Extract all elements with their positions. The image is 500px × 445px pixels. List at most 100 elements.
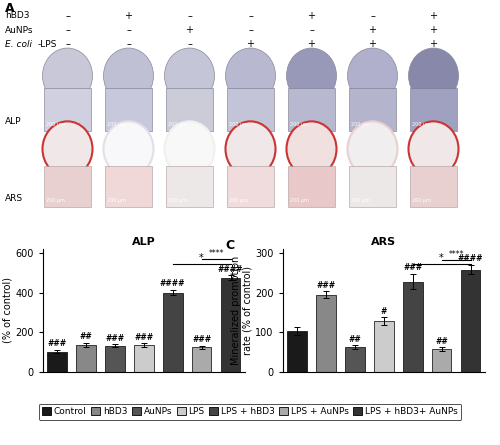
Text: –: – [65, 11, 70, 20]
Text: ###: ### [134, 332, 154, 342]
Text: –: – [248, 11, 253, 20]
Ellipse shape [164, 48, 214, 103]
Text: 200 μm: 200 μm [108, 122, 126, 127]
Text: ARS: ARS [5, 194, 23, 203]
Title: ALP: ALP [132, 237, 156, 247]
Bar [432, 349, 452, 372]
Text: +: + [308, 40, 316, 49]
Ellipse shape [42, 121, 92, 177]
Text: 200 μm: 200 μm [229, 198, 248, 203]
FancyBboxPatch shape [166, 166, 213, 206]
Text: +: + [246, 40, 254, 49]
Text: +: + [430, 40, 438, 49]
Text: +: + [430, 11, 438, 20]
Text: ****: **** [448, 250, 464, 259]
Text: –: – [187, 40, 192, 49]
FancyBboxPatch shape [105, 166, 152, 206]
Ellipse shape [348, 48, 398, 103]
Text: +: + [308, 11, 316, 20]
Ellipse shape [408, 121, 459, 177]
Text: 200 μm: 200 μm [229, 122, 248, 127]
FancyBboxPatch shape [288, 166, 335, 206]
FancyBboxPatch shape [227, 166, 274, 206]
FancyBboxPatch shape [44, 88, 91, 131]
Ellipse shape [226, 121, 276, 177]
Text: ##: ## [435, 336, 448, 345]
Text: hBD3: hBD3 [5, 11, 29, 20]
Text: ###: ### [106, 334, 124, 343]
Ellipse shape [42, 48, 92, 103]
Bar [374, 321, 394, 372]
Text: 200 μm: 200 μm [290, 198, 309, 203]
Text: ###: ### [316, 281, 336, 290]
FancyBboxPatch shape [44, 166, 91, 206]
Bar [287, 331, 307, 372]
FancyBboxPatch shape [105, 88, 152, 131]
Bar [220, 278, 240, 372]
FancyBboxPatch shape [410, 166, 457, 206]
Text: #: # [380, 307, 387, 316]
Text: +: + [368, 40, 376, 49]
Text: 200 μm: 200 μm [351, 198, 370, 203]
Ellipse shape [286, 121, 337, 177]
Text: +: + [124, 11, 132, 20]
Text: –: – [65, 25, 70, 35]
Text: ####: #### [458, 255, 483, 263]
FancyBboxPatch shape [349, 166, 396, 206]
Bar [192, 348, 212, 372]
Title: ARS: ARS [371, 237, 396, 247]
Text: ###: ### [403, 263, 422, 272]
FancyBboxPatch shape [227, 88, 274, 131]
Text: ###: ### [192, 335, 211, 344]
Text: ##: ## [348, 335, 361, 344]
Text: –: – [248, 25, 253, 35]
Bar [163, 293, 182, 372]
Text: C: C [226, 239, 235, 252]
Text: –: – [187, 11, 192, 20]
Bar [76, 345, 96, 372]
Bar [105, 346, 124, 372]
Text: 200 μm: 200 μm [168, 198, 187, 203]
FancyBboxPatch shape [349, 88, 396, 131]
Y-axis label: ALP relative activity
(% of control): ALP relative activity (% of control) [0, 262, 12, 359]
Text: –: – [370, 11, 375, 20]
Text: *: * [439, 253, 444, 263]
Text: 200 μm: 200 μm [108, 198, 126, 203]
Text: 200 μm: 200 μm [412, 198, 431, 203]
Text: ###: ### [48, 340, 66, 348]
Bar [403, 282, 422, 372]
Text: ####: #### [160, 279, 186, 288]
Text: ####: #### [218, 265, 244, 274]
FancyBboxPatch shape [288, 88, 335, 131]
Text: –: – [309, 25, 314, 35]
Text: E. coli: E. coli [5, 40, 32, 49]
Text: +: + [430, 25, 438, 35]
Ellipse shape [226, 48, 276, 103]
Text: 200 μm: 200 μm [290, 122, 309, 127]
Ellipse shape [408, 48, 459, 103]
Text: ##: ## [80, 332, 92, 341]
Bar [460, 270, 480, 372]
Text: A: A [5, 2, 15, 16]
Bar [47, 352, 67, 372]
FancyBboxPatch shape [410, 88, 457, 131]
Ellipse shape [104, 121, 154, 177]
Text: +: + [186, 25, 194, 35]
Text: –: – [65, 40, 70, 49]
Text: ****: **** [208, 249, 224, 258]
Text: 200 μm: 200 μm [412, 122, 431, 127]
Text: 200 μm: 200 μm [46, 198, 65, 203]
Text: AuNPs: AuNPs [5, 25, 34, 35]
Text: 200 μm: 200 μm [351, 122, 370, 127]
Y-axis label: Mineralized promotion
rate (% of control): Mineralized promotion rate (% of control… [230, 256, 252, 365]
Ellipse shape [286, 48, 337, 103]
Ellipse shape [348, 121, 398, 177]
Legend: Control, hBD3, AuNPs, LPS, LPS + hBD3, LPS + AuNPs, LPS + hBD3+ AuNPs: Control, hBD3, AuNPs, LPS, LPS + hBD3, L… [38, 404, 462, 420]
Text: -LPS: -LPS [38, 40, 57, 49]
Text: 200 μm: 200 μm [168, 122, 187, 127]
Text: –: – [126, 25, 131, 35]
Text: –: – [126, 40, 131, 49]
Bar [316, 295, 336, 372]
Ellipse shape [164, 121, 214, 177]
FancyBboxPatch shape [166, 88, 213, 131]
